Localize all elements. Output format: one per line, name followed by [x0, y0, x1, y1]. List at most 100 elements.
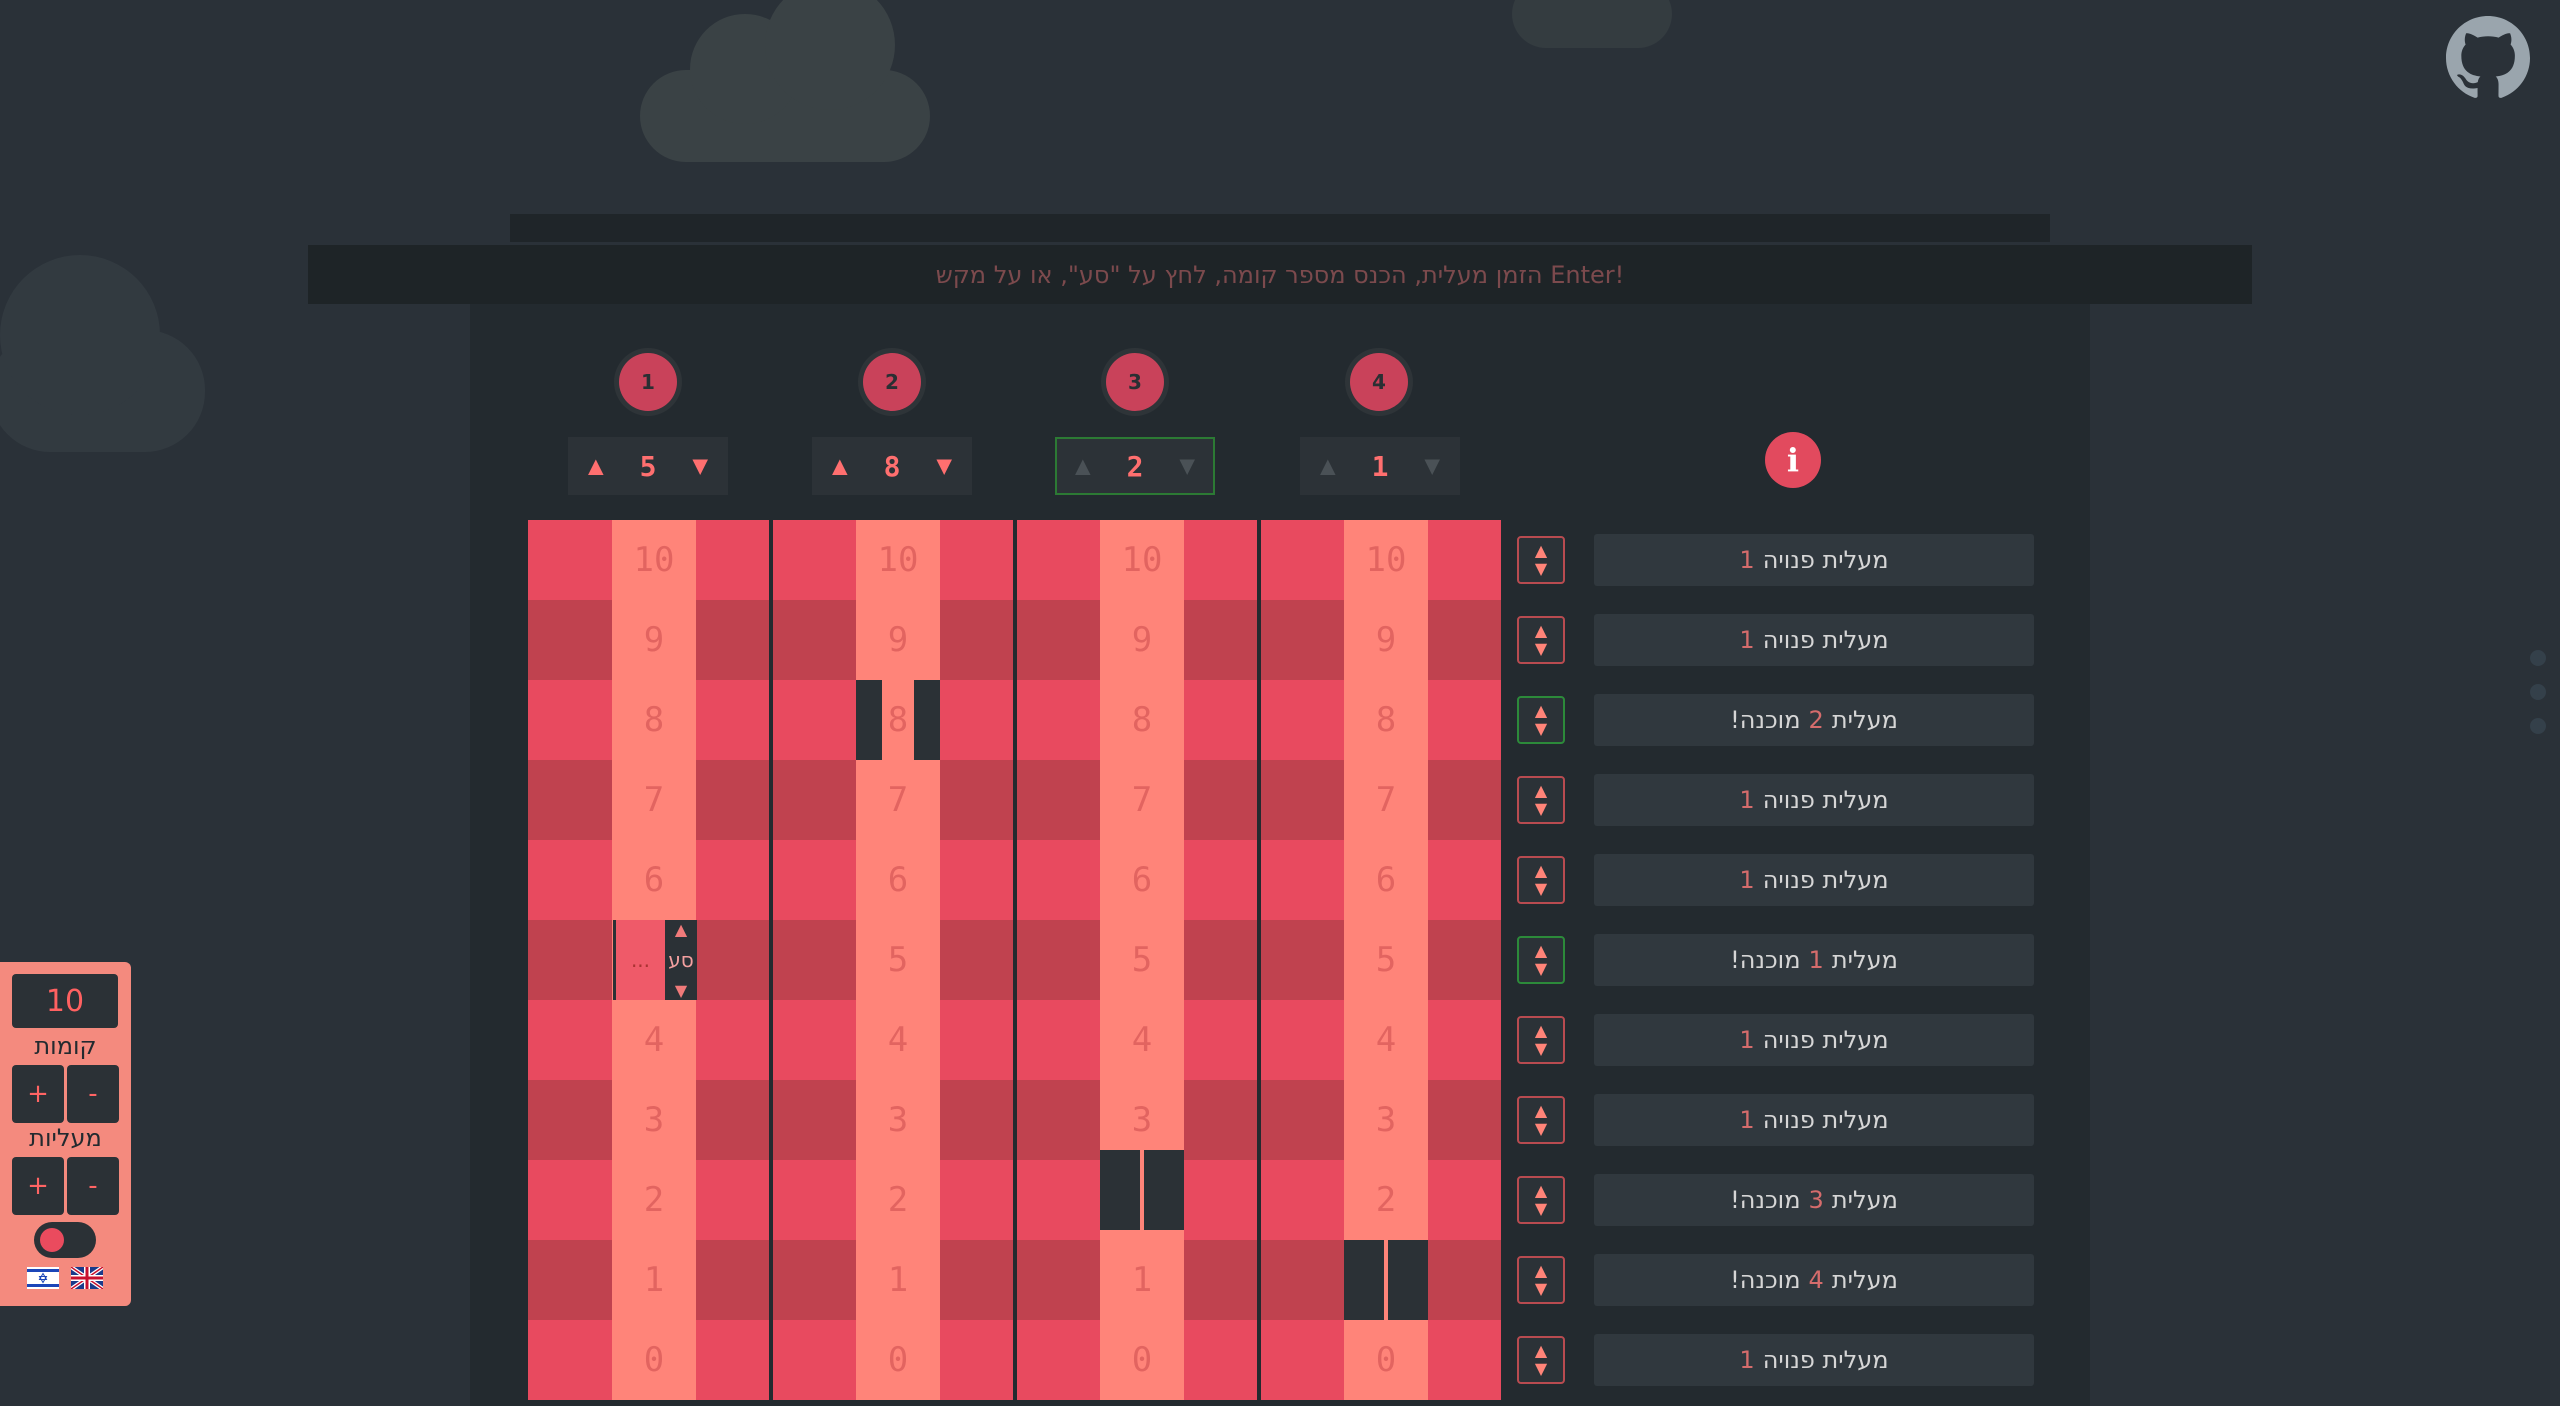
- down-arrow-icon[interactable]: ▼: [674, 981, 688, 1000]
- floor-status: מעלית 3 מוכנה!: [1594, 1174, 2034, 1226]
- floor-number: 10: [1344, 520, 1428, 600]
- elevators-label: מעליות: [29, 1124, 102, 1152]
- floor-number: 4: [612, 1000, 696, 1080]
- floor-status: מעלית 4 מוכנה!: [1594, 1254, 2034, 1306]
- shaft-floor-row: 4: [1260, 1000, 1501, 1080]
- call-elevator-button[interactable]: ▲ ▼: [1517, 776, 1565, 824]
- call-elevator-button[interactable]: ▲ ▼: [1517, 616, 1565, 664]
- elevator-number: 1: [1739, 866, 1755, 894]
- shaft-floor-row: 6: [772, 840, 1013, 920]
- down-arrow-icon: ▼: [936, 451, 953, 481]
- floor-number: 1: [1100, 1240, 1184, 1320]
- call-elevator-button[interactable]: ▲ ▼: [1517, 936, 1565, 984]
- status-text: מעלית פנויה: [1762, 626, 1889, 654]
- sound-toggle[interactable]: [34, 1222, 96, 1258]
- israel-flag-icon[interactable]: [27, 1267, 59, 1289]
- elevator-number: 1: [1739, 546, 1755, 574]
- up-arrow-icon: ▲: [1534, 1341, 1548, 1360]
- call-elevator-button[interactable]: ▲ ▼: [1517, 536, 1565, 584]
- down-arrow-icon: ▼: [692, 451, 709, 481]
- floors-count: 10: [12, 974, 118, 1028]
- floor-number: 7: [612, 760, 696, 840]
- scroll-dot[interactable]: [2530, 650, 2546, 666]
- shaft-floor-row: 6: [528, 840, 769, 920]
- cloud: [0, 255, 160, 415]
- status-text: מעלית פנויה: [1762, 786, 1889, 814]
- shaft-floor-row: 5: [1016, 920, 1257, 1000]
- call-elevator-button[interactable]: ▲ ▼: [1517, 856, 1565, 904]
- call-elevator-button[interactable]: ▲ ▼: [1517, 1096, 1565, 1144]
- down-arrow-icon: ▼: [1424, 451, 1441, 481]
- info-icon[interactable]: i: [1765, 432, 1821, 488]
- up-arrow-icon: ▲: [1534, 1261, 1548, 1280]
- floor-status: מעלית פנויה 1: [1594, 534, 2034, 586]
- floor-status: מעלית פנויה 1: [1594, 854, 2034, 906]
- cab-door-right: [914, 680, 940, 760]
- floor-number: 5: [1100, 920, 1184, 1000]
- cloud: [1512, 0, 1672, 48]
- floor-number: 8: [1344, 680, 1428, 760]
- call-elevator-button[interactable]: ▲ ▼: [1517, 1336, 1565, 1384]
- elevator-number-badge: 4: [1350, 353, 1408, 411]
- uk-flag-icon[interactable]: [71, 1267, 103, 1289]
- shaft-floor-row: 0: [772, 1320, 1013, 1400]
- shaft-floor-row: 6: [1260, 840, 1501, 920]
- shaft-floor-row: 4: [772, 1000, 1013, 1080]
- up-arrow-icon[interactable]: ▲: [674, 920, 688, 939]
- shaft-floor-row: 8: [1016, 680, 1257, 760]
- floor-number: 3: [612, 1080, 696, 1160]
- elevator-number-badge: 1: [619, 353, 677, 411]
- scroll-dot[interactable]: [2530, 684, 2546, 700]
- remove-floor-button[interactable]: -: [67, 1065, 119, 1123]
- shaft-floor-row: 9: [1260, 600, 1501, 680]
- status-text-suffix: מוכנה!: [1730, 706, 1801, 734]
- remove-elevator-button[interactable]: -: [67, 1157, 119, 1215]
- floor-number: 10: [612, 520, 696, 600]
- scroll-dot[interactable]: [2530, 718, 2546, 734]
- elevator-number: 1: [1808, 946, 1824, 974]
- floor-number: 6: [612, 840, 696, 920]
- elevator-cab-4: [1344, 1240, 1428, 1320]
- shaft-floor-row: 9: [772, 600, 1013, 680]
- up-arrow-icon: ▲: [1534, 941, 1548, 960]
- call-elevator-button[interactable]: ▲ ▼: [1517, 696, 1565, 744]
- shaft-floor-row: 3: [772, 1080, 1013, 1160]
- status-text: מעלית פנויה: [1762, 866, 1889, 894]
- add-elevator-button[interactable]: +: [12, 1157, 64, 1215]
- floor-number: 7: [1344, 760, 1428, 840]
- elevator-shaft-2: 10 9 8 7 6 5 4 3 2 1 0: [772, 520, 1013, 1400]
- github-icon[interactable]: [2446, 16, 2530, 100]
- floor-number: 1: [612, 1240, 696, 1320]
- up-arrow-icon: ▲: [831, 451, 848, 481]
- shaft-floor-row: 4: [1016, 1000, 1257, 1080]
- elevator-current-floor: 2: [1126, 449, 1144, 483]
- shaft-floor-row: 2: [528, 1160, 769, 1240]
- down-arrow-icon: ▼: [1534, 559, 1548, 578]
- status-text: מעלית: [1831, 946, 1898, 974]
- shaft-floor-row: 2: [1260, 1160, 1501, 1240]
- up-arrow-icon: ▲: [1534, 701, 1548, 720]
- floor-number: 0: [612, 1320, 696, 1400]
- add-floor-button[interactable]: +: [12, 1065, 64, 1123]
- down-arrow-icon: ▼: [1534, 639, 1548, 658]
- go-button[interactable]: סע: [668, 948, 694, 972]
- floor-call-widget[interactable]: ... ▲ סע ▼: [613, 920, 697, 1000]
- call-elevator-button[interactable]: ▲ ▼: [1517, 1016, 1565, 1064]
- call-elevator-button[interactable]: ▲ ▼: [1517, 1256, 1565, 1304]
- roof: [510, 214, 2050, 242]
- floor-input[interactable]: ...: [613, 920, 665, 1000]
- floor-number: 10: [856, 520, 940, 600]
- shaft-divider: [769, 520, 773, 1400]
- floor-number: 9: [856, 600, 940, 680]
- toggle-knob: [40, 1228, 64, 1252]
- cab-door-left: [1344, 1240, 1384, 1320]
- shaft-floor-row: 7: [1016, 760, 1257, 840]
- floor-number: 9: [1100, 600, 1184, 680]
- shaft-floor-row: 3: [1016, 1080, 1257, 1160]
- floor-number: 2: [612, 1160, 696, 1240]
- down-arrow-icon: ▼: [1534, 1279, 1548, 1298]
- status-text: מעלית: [1831, 1266, 1898, 1294]
- call-elevator-button[interactable]: ▲ ▼: [1517, 1176, 1565, 1224]
- shaft-floor-row: 1: [1016, 1240, 1257, 1320]
- down-arrow-icon: ▼: [1534, 879, 1548, 898]
